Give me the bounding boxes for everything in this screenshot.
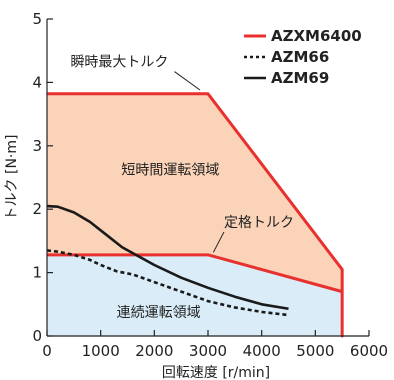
annotation-continuous-region: 連続運転領域 xyxy=(117,304,201,321)
annotation-max-torque-leader xyxy=(174,71,201,91)
y-tick-label: 1 xyxy=(32,264,42,282)
series-line-azm69 xyxy=(46,204,289,311)
y-tick-label: 4 xyxy=(32,73,42,91)
y-tick-label: 5 xyxy=(32,10,42,28)
legend-item-azxm6400-label: AZXM6400 xyxy=(271,27,362,45)
x-tick-label: 3000 xyxy=(189,342,227,360)
y-tick-label: 0 xyxy=(32,327,42,345)
annotation-short-time-region: 短時間運転領域 xyxy=(121,161,219,178)
regions-layer xyxy=(47,93,343,336)
x-tick-label: 4000 xyxy=(243,342,281,360)
legend-item-azm66-label: AZM66 xyxy=(271,48,329,66)
ticks-layer: 0 1000 2000 3000 4000 5000 6000 0 1 2 3 4 5 xyxy=(32,10,388,360)
x-tick-label: 5000 xyxy=(296,342,334,360)
x-tick-label: 0 xyxy=(42,342,52,360)
annotation-rated-torque-leader xyxy=(212,231,225,253)
annotation-max-torque: 瞬時最大トルク xyxy=(70,55,168,71)
legend: AZXM6400 AZM66 AZM69 xyxy=(244,27,362,87)
annotation-rated-torque: 定格トルク xyxy=(224,215,294,231)
y-tick-label: 2 xyxy=(32,200,42,218)
x-tick-label: 6000 xyxy=(350,342,388,360)
y-tick-label: 3 xyxy=(32,137,42,155)
y-axis-title: トルク [N·m] xyxy=(4,135,20,221)
x-axis-title: 回転速度 [r/min] xyxy=(162,365,270,380)
x-tick-label: 1000 xyxy=(82,342,120,360)
series-line-azm66 xyxy=(46,249,289,317)
x-tick-label: 2000 xyxy=(135,342,173,360)
legend-item-azm69-label: AZM69 xyxy=(271,69,329,87)
